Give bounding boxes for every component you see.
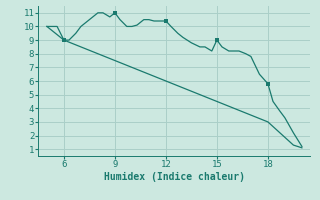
X-axis label: Humidex (Indice chaleur): Humidex (Indice chaleur) (104, 172, 245, 182)
